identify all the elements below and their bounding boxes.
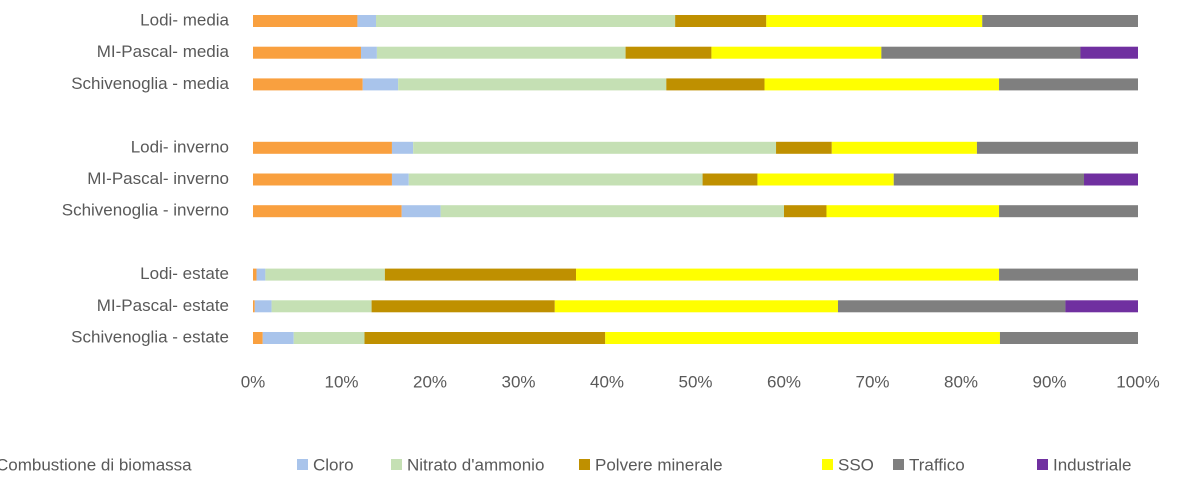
bar-segment [360, 46, 377, 59]
x-tick-label: 80% [944, 372, 978, 391]
bar-segment [293, 332, 365, 344]
bar-segment [253, 46, 361, 59]
x-tick-label: 20% [413, 372, 447, 391]
bar-segment [256, 268, 266, 281]
bar-segment [253, 173, 392, 186]
y-tick-label: MI-Pascal- estate [97, 296, 229, 315]
legend-label: Nitrato d'ammonio [407, 455, 544, 474]
bar-segment [371, 300, 555, 313]
legend-swatch [822, 459, 833, 470]
legend-label: Industriale [1053, 455, 1131, 474]
bar-segment [757, 173, 894, 186]
bar-segment [666, 78, 765, 91]
legend-label: Polvere minerale [595, 455, 723, 474]
bar-segment [357, 15, 377, 27]
legend-label: SSO [838, 455, 874, 474]
legend-label: Traffico [909, 455, 965, 474]
y-tick-label: Schivenoglia - estate [71, 327, 229, 346]
bar-segment [413, 141, 777, 154]
bar-segment [364, 332, 606, 344]
bar-segment [999, 268, 1138, 281]
bar-segment [362, 78, 399, 91]
x-tick-label: 0% [241, 372, 266, 391]
bar-segment [605, 332, 1000, 344]
x-tick-label: 70% [855, 372, 889, 391]
bar-segment [831, 141, 977, 154]
bar-segment [440, 205, 784, 218]
bar-segment [253, 78, 363, 91]
legend-swatch [1037, 459, 1048, 470]
bar-segment [764, 78, 1000, 91]
bar-segment [265, 268, 385, 281]
bar-segment [384, 268, 577, 281]
bar-segment [398, 78, 667, 91]
bar-segment [675, 15, 767, 27]
x-tick-label: 30% [501, 372, 535, 391]
bar-segment [408, 173, 703, 186]
x-tick-label: 40% [590, 372, 624, 391]
y-tick-label: MI-Pascal- media [97, 42, 230, 61]
bar-segment [702, 173, 758, 186]
bar-segment [837, 300, 1066, 313]
bar-segment [881, 46, 1081, 59]
bar-segment [376, 15, 676, 27]
y-tick-label: Schivenoglia - inverno [62, 201, 229, 220]
bar-segment [1080, 46, 1138, 59]
bar-segment [262, 332, 294, 344]
bar-segment [999, 78, 1138, 91]
bar-segment [893, 173, 1085, 186]
x-tick-label: 50% [678, 372, 712, 391]
bar-segment [1084, 173, 1138, 186]
y-tick-label: Lodi- estate [140, 264, 229, 283]
y-tick-label: Lodi- media [140, 10, 229, 29]
x-tick-label: 90% [1032, 372, 1066, 391]
bar-segment [253, 268, 257, 281]
bar-segment [271, 300, 372, 313]
bar-segment [253, 141, 392, 154]
legend-swatch [893, 459, 904, 470]
legend-swatch [579, 459, 590, 470]
bar-segment [826, 205, 1000, 218]
bar-segment [976, 141, 1138, 154]
bar-segment [576, 268, 1000, 281]
x-tick-label: 10% [324, 372, 358, 391]
y-tick-label: MI-Pascal- inverno [87, 169, 229, 188]
bar-segment [376, 46, 626, 59]
bar-segment [253, 205, 402, 218]
bar-segment [625, 46, 712, 59]
bar-segment [999, 332, 1138, 344]
bar-segment [776, 141, 832, 154]
bar-segment [554, 300, 838, 313]
y-tick-label: Lodi- inverno [131, 137, 229, 156]
bar-segment [1065, 300, 1138, 313]
legend-label: Cloro [313, 455, 354, 474]
x-tick-label: 100% [1116, 372, 1159, 391]
bar-segment [253, 15, 358, 27]
bar-segment [391, 173, 409, 186]
bar-segment [401, 205, 441, 218]
bar-segment [999, 205, 1138, 218]
legend-label: Combustione di biomassa [0, 455, 192, 474]
x-tick-label: 60% [767, 372, 801, 391]
bar-segment [253, 332, 263, 344]
bar-segment [766, 15, 983, 27]
legend-swatch [391, 459, 402, 470]
legend-swatch [297, 459, 308, 470]
bar-segment [982, 15, 1138, 27]
bar-segment [711, 46, 882, 59]
y-tick-label: Schivenoglia - media [71, 74, 229, 93]
bar-segment [391, 141, 414, 154]
bar-segment [253, 300, 255, 313]
bar-segment [784, 205, 827, 218]
bar-segment [254, 300, 272, 313]
